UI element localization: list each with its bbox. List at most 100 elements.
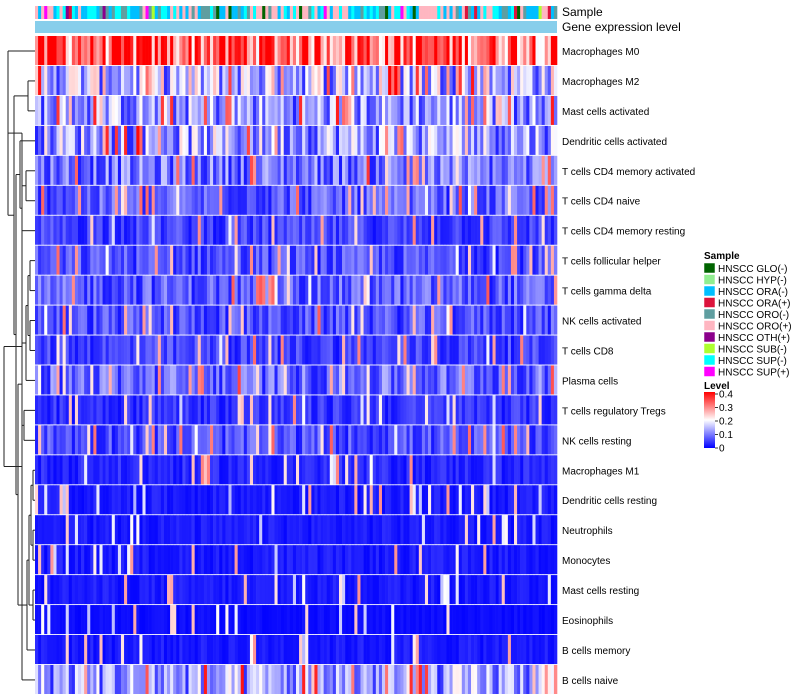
heatmap-cell xyxy=(200,545,205,575)
heatmap-cell xyxy=(243,305,248,335)
heatmap-cell xyxy=(253,635,257,665)
heatmap-cell xyxy=(381,125,386,155)
heatmap-cell xyxy=(452,245,456,275)
heatmap-cell xyxy=(391,545,395,575)
sample-annotation-cell xyxy=(286,6,291,19)
heatmap-cell xyxy=(504,275,509,305)
heatmap-cell xyxy=(535,305,539,335)
heatmap-cell xyxy=(154,185,159,215)
heatmap-cell xyxy=(163,305,168,335)
heatmap-cell xyxy=(163,365,168,395)
heatmap-cell xyxy=(62,455,67,485)
heatmap-cell xyxy=(360,395,364,425)
heatmap-cell xyxy=(523,605,527,635)
heatmap-cell xyxy=(35,305,39,335)
heatmap-cell xyxy=(139,664,143,694)
heatmap-cell xyxy=(185,245,189,275)
heatmap-cell xyxy=(299,245,303,275)
heatmap-cell xyxy=(553,155,558,185)
heatmap-cell xyxy=(338,395,343,425)
heatmap-cell xyxy=(179,215,183,245)
heatmap-cell xyxy=(501,185,506,215)
heatmap-cell xyxy=(529,365,533,395)
heatmap-cell xyxy=(286,425,291,455)
heatmap-cell xyxy=(167,455,171,485)
heatmap-cell xyxy=(397,155,401,185)
heatmap-cell xyxy=(492,185,496,215)
heatmap-cell xyxy=(338,365,343,395)
heatmap-cell xyxy=(274,515,278,545)
heatmap-cell xyxy=(329,575,334,605)
heatmap-cell xyxy=(498,575,503,605)
heatmap-cell xyxy=(409,455,413,485)
heatmap-cell xyxy=(428,545,432,575)
heatmap-cell xyxy=(289,215,294,245)
heatmap-cell xyxy=(35,635,39,665)
heatmap-cell xyxy=(182,335,186,365)
heatmap-cell xyxy=(234,36,238,66)
heatmap-cell xyxy=(292,125,297,155)
sample-annotation-cell xyxy=(268,6,272,19)
heatmap-cell xyxy=(203,635,208,665)
heatmap-cell xyxy=(412,155,417,185)
heatmap-cell xyxy=(495,545,499,575)
heatmap-cell xyxy=(372,425,377,455)
heatmap-cell xyxy=(394,605,398,635)
heatmap-cell xyxy=(47,155,51,185)
heatmap-cell xyxy=(421,215,426,245)
heatmap-cell xyxy=(492,36,496,66)
heatmap-cell xyxy=(329,425,334,455)
heatmap-cell xyxy=(292,395,297,425)
heatmap-cell xyxy=(345,275,349,305)
heatmap-cell xyxy=(498,275,503,305)
heatmap-cell xyxy=(283,605,288,635)
heatmap-cell xyxy=(74,575,79,605)
heatmap-cell xyxy=(179,575,183,605)
heatmap-cell xyxy=(495,305,499,335)
heatmap-cell xyxy=(446,485,450,515)
heatmap-cell xyxy=(173,365,177,395)
heatmap-cell xyxy=(400,545,404,575)
heatmap-cell xyxy=(526,95,530,125)
heatmap-cell xyxy=(363,515,367,545)
heatmap-cell xyxy=(455,125,460,155)
heatmap-cell xyxy=(369,545,374,575)
heatmap-cell xyxy=(77,275,82,305)
heatmap-cell xyxy=(206,575,211,605)
heatmap-cell xyxy=(415,605,420,635)
heatmap-cell xyxy=(363,545,367,575)
heatmap-cell xyxy=(151,365,156,395)
heatmap-cell xyxy=(283,664,288,694)
sample-annotation-cell xyxy=(326,6,331,19)
heatmap-cell xyxy=(406,545,410,575)
heatmap-cell xyxy=(467,335,472,365)
heatmap-cell xyxy=(501,485,506,515)
heatmap-cell xyxy=(59,125,63,155)
heatmap-cell xyxy=(47,305,51,335)
heatmap-cell xyxy=(424,395,429,425)
heatmap-cell xyxy=(102,185,106,215)
heatmap-cell xyxy=(213,36,217,66)
heatmap-cell xyxy=(176,155,180,185)
sample-annotation-cell xyxy=(394,6,398,19)
heatmap-cell xyxy=(228,215,232,245)
heatmap-cell xyxy=(354,245,358,275)
heatmap-cell xyxy=(326,305,331,335)
heatmap-cell xyxy=(391,305,395,335)
heatmap-cell xyxy=(544,65,549,95)
heatmap-cell xyxy=(102,605,106,635)
heatmap-cell xyxy=(219,155,223,185)
heatmap-cell xyxy=(403,305,407,335)
heatmap-cell xyxy=(458,275,463,305)
heatmap-cell xyxy=(268,36,272,66)
heatmap-cell xyxy=(351,335,355,365)
heatmap-cell xyxy=(194,125,199,155)
heatmap-cell xyxy=(431,425,435,455)
heatmap-cell xyxy=(191,125,195,155)
heatmap-cell xyxy=(234,395,238,425)
sample-annotation-cell xyxy=(455,6,460,19)
heatmap-cell xyxy=(213,365,217,395)
heatmap-cell xyxy=(265,125,269,155)
heatmap-cell xyxy=(421,335,426,365)
heatmap-cell xyxy=(93,455,97,485)
